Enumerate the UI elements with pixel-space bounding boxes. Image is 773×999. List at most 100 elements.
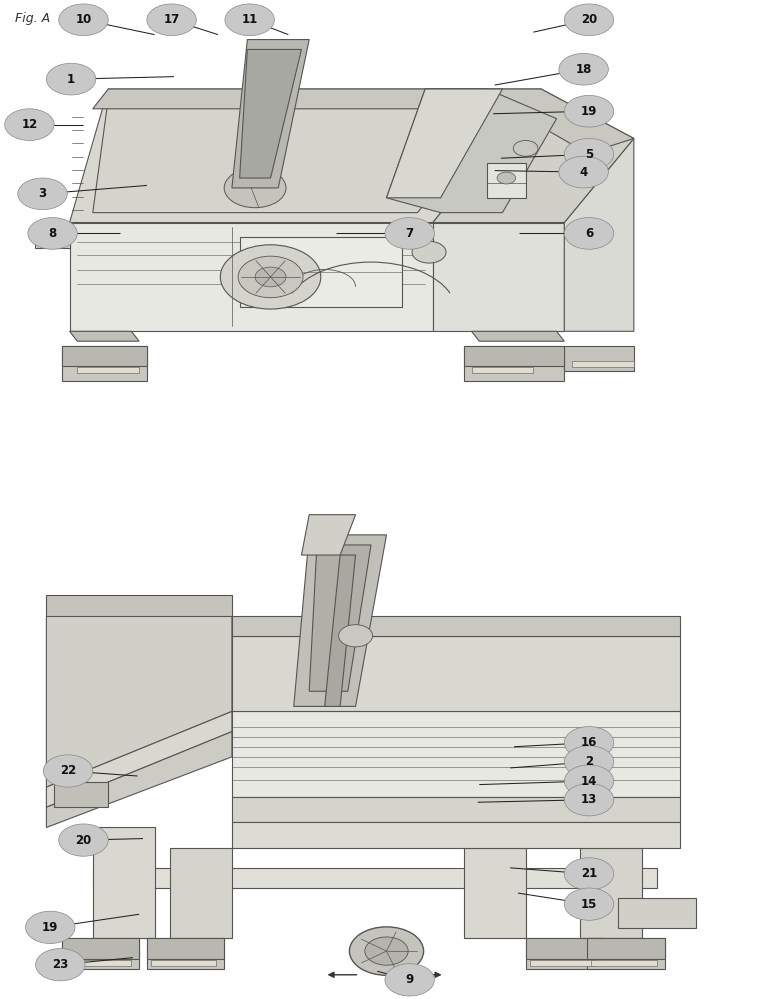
Circle shape [564,139,614,170]
Polygon shape [472,332,564,342]
Polygon shape [301,514,356,555]
Polygon shape [530,960,595,966]
Text: 20: 20 [75,833,92,846]
Circle shape [564,745,614,778]
Text: 6: 6 [585,227,593,240]
Polygon shape [62,938,139,969]
Polygon shape [46,731,232,827]
Circle shape [349,927,424,975]
Polygon shape [147,938,224,969]
Polygon shape [433,223,564,332]
Polygon shape [386,89,557,213]
Text: 9: 9 [406,973,414,986]
Text: 4: 4 [580,166,587,179]
Polygon shape [46,595,232,615]
Text: 11: 11 [241,13,258,26]
Circle shape [43,755,93,787]
Polygon shape [93,868,657,888]
Circle shape [559,156,608,188]
Circle shape [559,53,608,85]
Text: 7: 7 [406,227,414,240]
Polygon shape [464,847,526,938]
Polygon shape [386,89,502,198]
Polygon shape [240,49,301,178]
Circle shape [564,726,614,759]
Polygon shape [464,347,564,381]
Polygon shape [66,960,131,966]
Circle shape [564,783,614,816]
Polygon shape [487,163,526,198]
Polygon shape [232,822,680,847]
Polygon shape [464,347,564,366]
Polygon shape [572,361,634,367]
Circle shape [59,4,108,36]
Polygon shape [564,139,634,332]
Polygon shape [147,938,224,959]
Text: 1: 1 [67,73,75,86]
Circle shape [564,218,614,249]
Text: 23: 23 [52,958,69,971]
Polygon shape [46,711,232,807]
Polygon shape [618,898,696,928]
Polygon shape [62,347,147,381]
Polygon shape [93,827,155,938]
Circle shape [497,172,516,184]
Text: 16: 16 [581,736,598,749]
Circle shape [365,937,408,965]
Circle shape [564,765,614,797]
Circle shape [385,964,434,996]
Polygon shape [93,99,510,213]
Circle shape [255,267,286,287]
Polygon shape [240,238,402,307]
Polygon shape [70,89,541,223]
Circle shape [5,109,54,141]
Circle shape [46,63,96,95]
Polygon shape [170,847,232,938]
Polygon shape [77,368,139,374]
Polygon shape [433,89,634,223]
Circle shape [564,4,614,36]
Text: 15: 15 [581,898,598,911]
Text: 3: 3 [39,188,46,201]
Text: Fig. A: Fig. A [15,12,50,25]
Polygon shape [526,938,603,959]
Text: 5: 5 [585,148,593,161]
Polygon shape [294,534,386,706]
Polygon shape [580,847,642,938]
Polygon shape [232,711,680,797]
Polygon shape [54,782,108,807]
Circle shape [18,178,67,210]
Polygon shape [151,960,216,966]
Polygon shape [232,615,680,635]
Circle shape [28,218,77,249]
Polygon shape [526,938,603,969]
Circle shape [564,858,614,890]
Circle shape [36,949,85,981]
Polygon shape [591,960,657,966]
Text: 2: 2 [585,755,593,768]
Polygon shape [472,368,533,374]
Circle shape [412,242,446,263]
Circle shape [220,245,321,309]
Circle shape [238,256,303,298]
Polygon shape [587,938,665,959]
Text: 22: 22 [60,764,77,777]
Polygon shape [46,615,232,787]
Circle shape [385,218,434,249]
Text: 19: 19 [581,105,598,118]
Polygon shape [325,555,356,706]
Polygon shape [62,938,139,959]
Circle shape [225,4,274,36]
Polygon shape [232,797,680,822]
Text: 10: 10 [75,13,92,26]
Circle shape [564,96,614,127]
Circle shape [513,141,538,156]
Circle shape [147,4,196,36]
Text: 18: 18 [575,63,592,76]
Text: 12: 12 [21,118,38,131]
Polygon shape [35,240,70,248]
Text: 17: 17 [163,13,180,26]
Text: 13: 13 [581,793,598,806]
Polygon shape [232,635,680,711]
Circle shape [26,911,75,943]
